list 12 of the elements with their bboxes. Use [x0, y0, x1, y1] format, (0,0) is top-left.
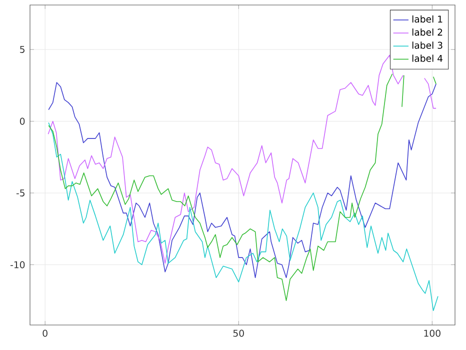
- y-tick-label: 5: [20, 46, 24, 53]
- x-tick-label: 50: [233, 330, 244, 337]
- legend-label: label 2: [412, 28, 442, 36]
- y-tick-label: -10: [10, 261, 25, 268]
- y-tick-label: -5: [16, 190, 24, 196]
- legend-label: label 1: [412, 15, 442, 23]
- x-tick-label: 0: [42, 330, 48, 337]
- x-tick-label: 100: [424, 330, 440, 337]
- legend-label: label 3: [412, 42, 442, 49]
- y-tick-label: 0: [20, 118, 25, 125]
- line-series: [48, 122, 438, 312]
- legend-label: label 4: [412, 54, 443, 62]
